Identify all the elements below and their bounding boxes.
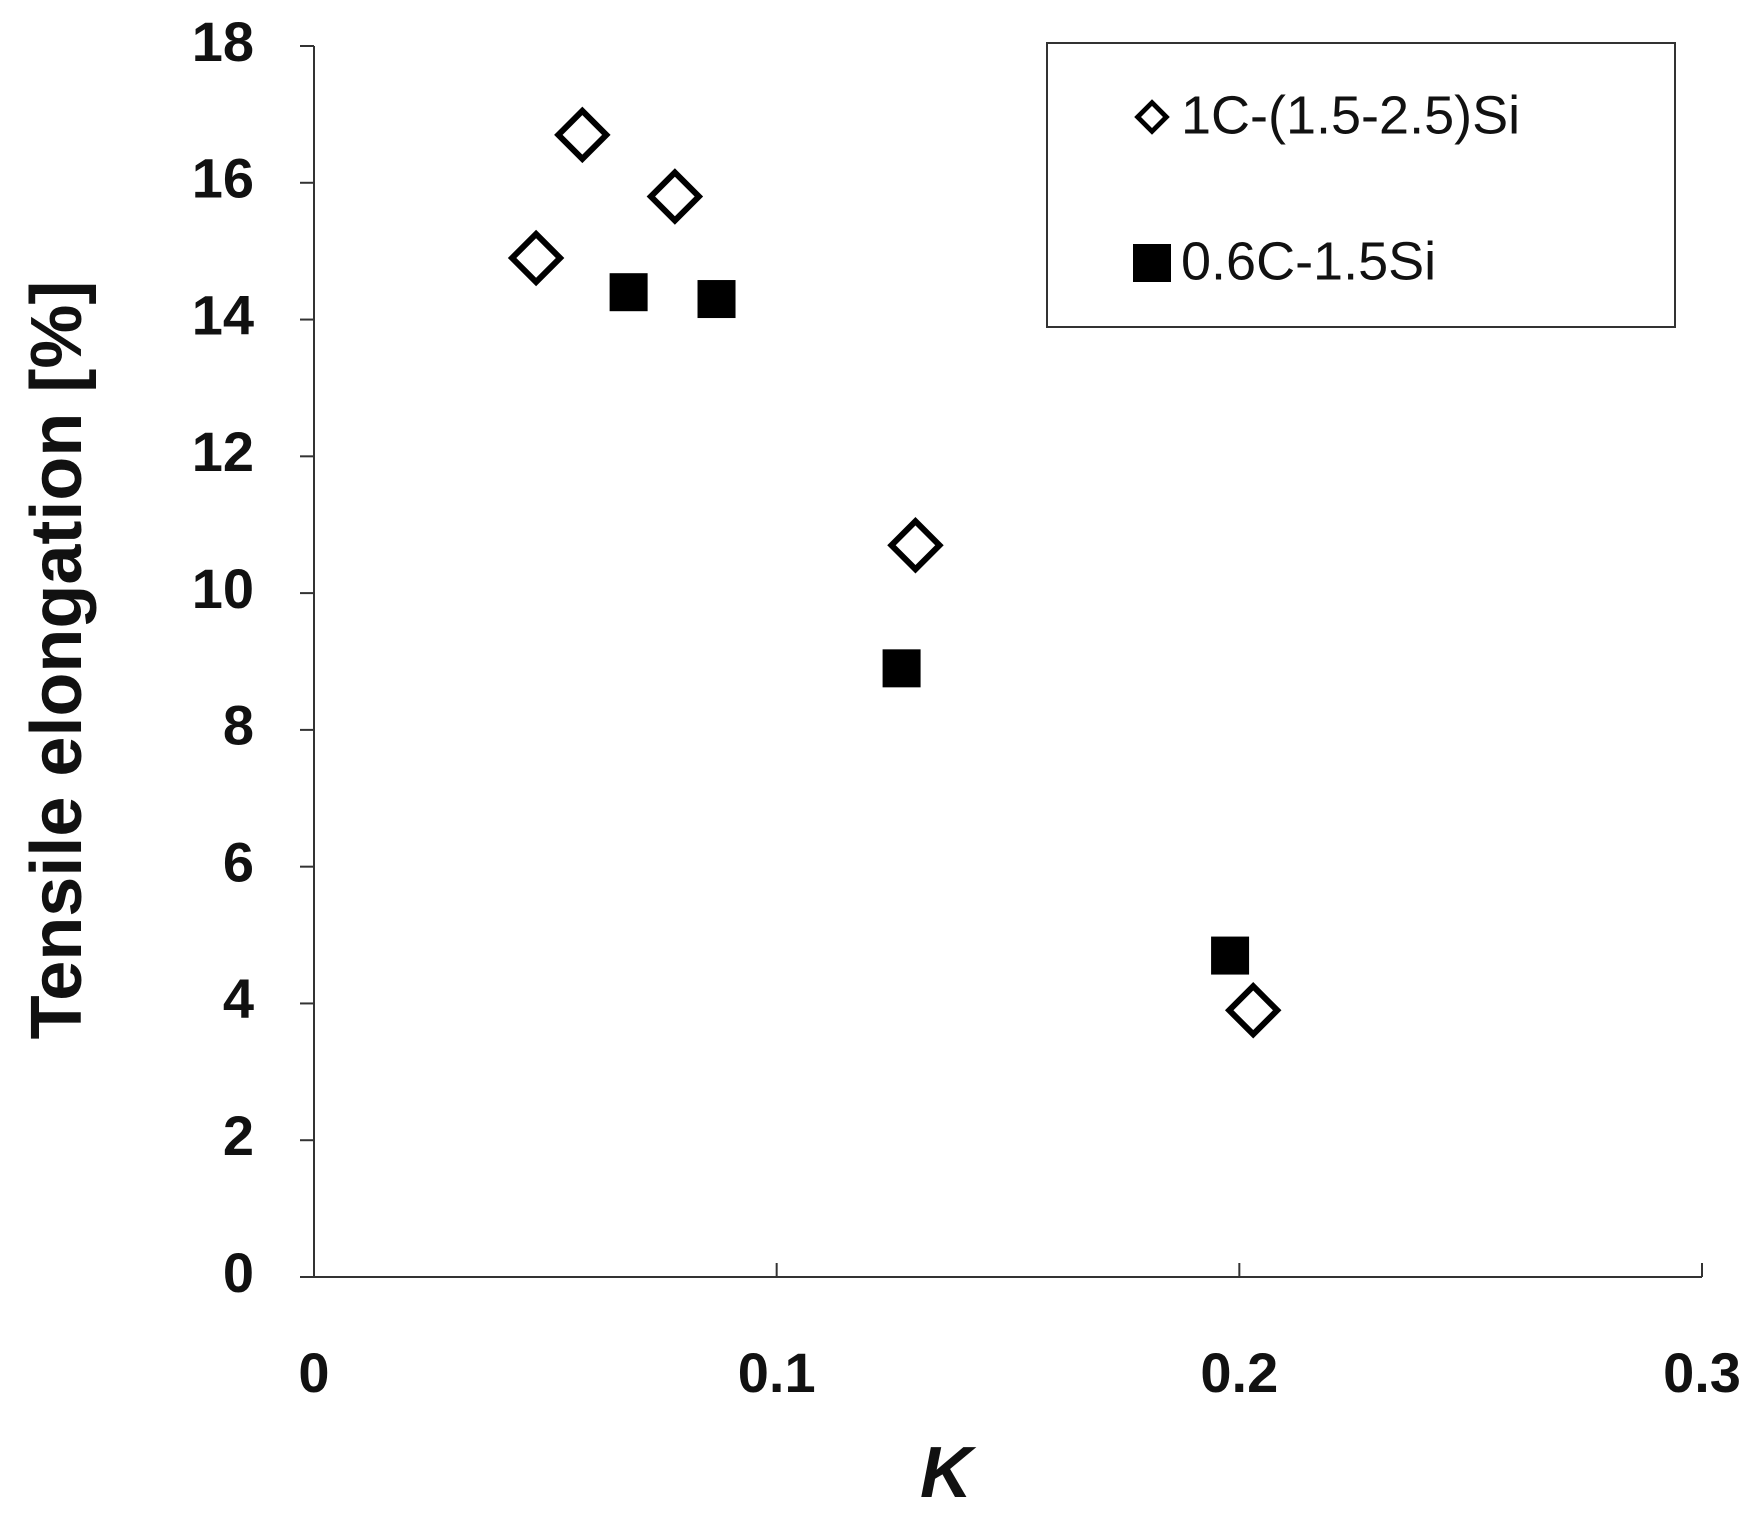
legend-marker xyxy=(1133,244,1171,282)
y-tick-label: 8 xyxy=(223,694,254,757)
point xyxy=(554,106,611,164)
x-tick-label: 0.1 xyxy=(738,1341,816,1404)
point xyxy=(1224,982,1282,1039)
point xyxy=(646,168,704,225)
y-tick-label: 2 xyxy=(223,1104,254,1167)
y-tick-label: 18 xyxy=(192,10,254,73)
point xyxy=(882,649,921,688)
point xyxy=(507,229,565,287)
x-tick-label: 0.3 xyxy=(1663,1341,1741,1404)
y-tick-label: 6 xyxy=(223,830,254,893)
point xyxy=(1211,936,1250,975)
y-tick-label: 14 xyxy=(192,283,254,346)
legend-label: 1C-(1.5-2.5)Si xyxy=(1181,85,1520,145)
point xyxy=(697,280,736,319)
y-tick-label: 12 xyxy=(192,420,254,483)
y-tick-label: 0 xyxy=(223,1241,254,1304)
x-tick-label: 0 xyxy=(298,1341,329,1404)
y-tick-label: 16 xyxy=(192,147,254,210)
y-axis-label: Tensile elongation [%] xyxy=(17,281,97,1040)
point xyxy=(887,516,944,574)
legend-marker xyxy=(1134,99,1170,135)
y-tick-label: 4 xyxy=(223,967,254,1030)
x-tick-label: 0.2 xyxy=(1200,1341,1278,1404)
legend-label: 0.6C-1.5Si xyxy=(1181,231,1436,291)
y-tick-label: 10 xyxy=(192,557,254,620)
point xyxy=(609,273,648,312)
x-axis-label: K xyxy=(920,1433,977,1513)
